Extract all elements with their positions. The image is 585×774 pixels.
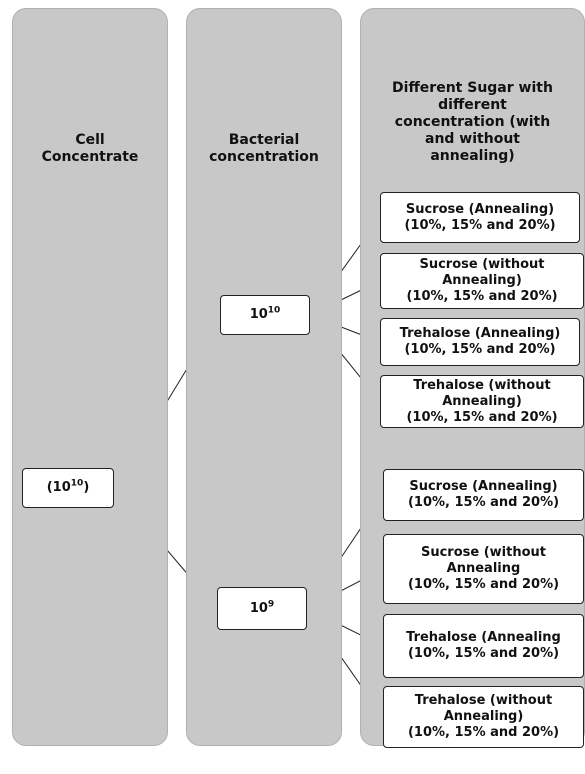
label-text: 10 xyxy=(249,307,268,322)
leaf-line: Trehalose (Annealing xyxy=(406,630,561,645)
title-line: concentration (with xyxy=(394,114,551,130)
leaf-line: Annealing) xyxy=(442,393,522,409)
leaf-line: (10%, 15% and 20%) xyxy=(407,577,560,592)
column-title: Different Sugar with different concentrati… xyxy=(360,80,585,165)
leaf-line: Sucrose (without xyxy=(419,257,545,272)
leaf-line: Trehalose (Annealing) xyxy=(399,326,561,341)
label-sup: 9 xyxy=(267,599,275,610)
leaf-node: Trehalose (without Annealing) (10%, 15% an… xyxy=(383,686,584,748)
leaf-line: (10%, 15% and 20%) xyxy=(407,725,560,740)
label-text: ) xyxy=(83,480,90,495)
branch-node: 1010 xyxy=(220,295,310,335)
column-title: Bacterial concentration xyxy=(186,132,342,166)
leaf-line: Annealing) xyxy=(443,709,524,724)
title-line: Different Sugar with xyxy=(392,80,553,96)
leaf-node: Trehalose (Annealing (10%, 15% and 20%) xyxy=(383,614,584,678)
title-line: different xyxy=(438,97,507,113)
leaf-line: Annealing xyxy=(446,561,521,576)
leaf-node: Sucrose (Annealing) (10%, 15% and 20%) xyxy=(383,469,584,521)
label-sup: 10 xyxy=(267,305,281,316)
leaf-node: Trehalose (Annealing) (10%, 15% and 20%) xyxy=(380,318,580,366)
title-line: Concentrate xyxy=(41,149,139,165)
label-text: 10 xyxy=(249,600,268,616)
leaf-line: (10%, 15% and 20%) xyxy=(406,289,558,304)
title-line: concentration xyxy=(209,149,319,165)
title-line: Cell xyxy=(75,132,105,148)
node-label: 109 xyxy=(249,599,275,617)
column xyxy=(186,8,342,746)
leaf-line: (10%, 15% and 20%) xyxy=(404,217,556,233)
root-node: (1010) xyxy=(22,468,114,508)
leaf-line: Annealing) xyxy=(442,273,522,288)
leaf-line: Trehalose (without xyxy=(413,377,551,393)
title-line: and without xyxy=(425,131,520,147)
leaf-node: Trehalose (without Annealing) (10%, 15% an… xyxy=(380,375,584,428)
leaf-node: Sucrose (without Annealing (10%, 15% and 2… xyxy=(383,534,584,604)
node-label: (1010) xyxy=(46,478,90,496)
leaf-line: Sucrose (without xyxy=(420,545,547,560)
column xyxy=(12,8,168,746)
label-sup: 10 xyxy=(70,478,84,489)
leaf-line: (10%, 15% and 20%) xyxy=(407,646,560,661)
label-text: (10 xyxy=(46,480,71,495)
title-line: annealing) xyxy=(430,148,515,164)
node-label: 1010 xyxy=(249,305,281,323)
leaf-node: Sucrose (Annealing) (10%, 15% and 20%) xyxy=(380,192,580,243)
branch-node: 109 xyxy=(217,587,307,630)
leaf-line: (10%, 15% and 20%) xyxy=(404,342,556,357)
leaf-line: Trehalose (without xyxy=(414,693,553,708)
leaf-line: (10%, 15% and 20%) xyxy=(406,409,558,425)
column-title: Cell Concentrate xyxy=(12,132,168,166)
title-line: Bacterial xyxy=(228,132,300,148)
leaf-line: (10%, 15% and 20%) xyxy=(407,495,560,510)
leaf-node: Sucrose (without Annealing) (10%, 15% and … xyxy=(380,253,584,309)
leaf-line: Sucrose (Annealing) xyxy=(409,479,558,494)
leaf-line: Sucrose (Annealing) xyxy=(405,201,555,217)
